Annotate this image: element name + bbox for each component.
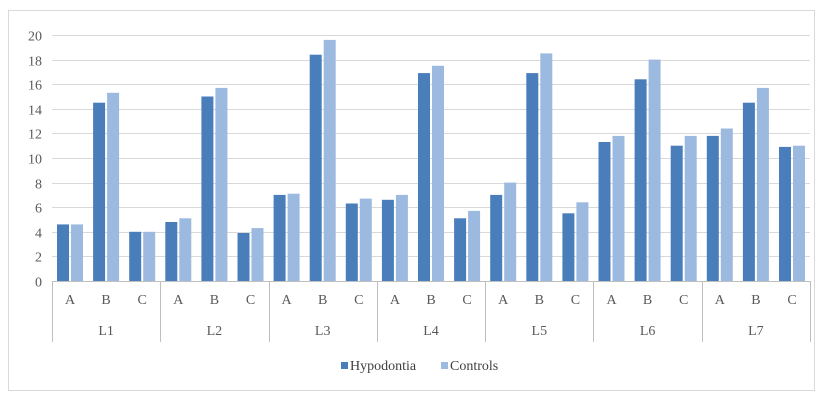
bar-hypodontia-9 (381, 199, 394, 281)
bar-controls-16 (648, 59, 661, 281)
legend-label-controls: Controls (450, 359, 498, 374)
sub-category-label: B (751, 293, 760, 308)
y-tick-label: 10 (28, 153, 42, 168)
sub-category-label: B (101, 293, 110, 308)
bar-controls-6 (287, 193, 300, 281)
y-tick-label: 16 (28, 79, 42, 94)
y-tick-label: 18 (28, 55, 42, 70)
y-tick-label: 20 (28, 30, 42, 45)
bar-controls-17 (684, 135, 697, 281)
bar-hypodontia-12 (490, 194, 503, 281)
bar-controls-5 (251, 228, 264, 281)
bar-controls-9 (395, 194, 408, 281)
bar-hypodontia-15 (598, 142, 611, 281)
bar-hypodontia-0 (57, 224, 69, 281)
sub-category-label: A (173, 293, 184, 308)
bar-hypodontia-14 (562, 213, 575, 281)
bar-controls-0 (71, 224, 83, 281)
bar-hypodontia-4 (201, 96, 214, 281)
bar-hypodontia-7 (309, 54, 322, 282)
bar-controls-20 (793, 145, 805, 281)
y-tick-label: 0 (35, 276, 42, 291)
group-label: L5 (532, 324, 548, 339)
sub-category-label: B (426, 293, 435, 308)
bar-hypodontia-16 (634, 79, 647, 281)
bar-controls-4 (215, 87, 228, 282)
bar-hypodontia-6 (273, 194, 286, 281)
sub-category-label: C (462, 293, 471, 308)
bar-hypodontia-19 (742, 102, 755, 281)
sub-category-label: C (679, 293, 688, 308)
bar-hypodontia-8 (345, 203, 358, 281)
sub-category-label: A (282, 293, 293, 308)
bar-hypodontia-5 (237, 233, 250, 281)
bar-controls-3 (179, 218, 192, 281)
sub-category-label: C (138, 293, 147, 308)
sub-category-label: C (571, 293, 580, 308)
bar-hypodontia-11 (454, 218, 467, 281)
bar-controls-11 (468, 210, 481, 281)
bar-hypodontia-18 (706, 135, 719, 281)
bar-hypodontia-10 (418, 73, 430, 281)
legend: Hypodontia Controls (341, 359, 498, 374)
bar-controls-19 (756, 87, 769, 282)
bars (57, 39, 805, 282)
group-label: L2 (207, 324, 223, 339)
legend-label-hypodontia: Hypodontia (350, 359, 417, 374)
sub-category-label: A (65, 293, 76, 308)
group-label: L7 (748, 324, 764, 339)
sub-category-label: C (246, 293, 255, 308)
sub-category-label: A (606, 293, 617, 308)
bar-controls-13 (540, 53, 553, 282)
bar-controls-1 (107, 92, 120, 281)
bar-hypodontia-13 (526, 73, 539, 281)
y-tick-label: 12 (28, 128, 42, 143)
bar-hypodontia-3 (165, 222, 178, 281)
sub-category-label: A (390, 293, 401, 308)
y-tick-label: 4 (35, 227, 42, 242)
bar-controls-12 (504, 182, 517, 281)
chart-frame (8, 10, 815, 391)
group-label: L6 (640, 324, 656, 339)
bar-controls-15 (612, 135, 625, 281)
gridlines (52, 35, 810, 257)
bar-controls-10 (432, 65, 444, 282)
y-tick-label: 8 (35, 178, 42, 193)
sub-category-label: A (498, 293, 509, 308)
y-tick-label: 2 (35, 251, 42, 266)
legend-swatch-hypodontia (341, 362, 348, 369)
sub-category-label: C (787, 293, 796, 308)
bar-hypodontia-20 (779, 146, 791, 281)
sub-category-label: B (643, 293, 652, 308)
bar-controls-14 (576, 202, 589, 281)
group-label: L1 (98, 324, 114, 339)
bar-controls-7 (323, 39, 336, 282)
sub-category-label: B (535, 293, 544, 308)
bar-controls-18 (720, 128, 733, 281)
bar-hypodontia-1 (93, 102, 106, 281)
bar-controls-8 (359, 198, 372, 281)
x-axis: A B C A B C A B C A B C A B C A B C A B C L1 L2 L3 L4 L5 L6 L7 (52, 281, 811, 342)
y-tick-label: 6 (35, 202, 42, 217)
bar-hypodontia-17 (670, 145, 683, 281)
y-axis: 0 2 4 6 8 10 12 14 16 18 20 (28, 30, 42, 291)
group-label: L4 (423, 324, 439, 339)
sub-category-label: B (210, 293, 219, 308)
y-tick-label: 14 (28, 104, 42, 119)
legend-swatch-controls (441, 362, 448, 369)
sub-category-label: A (715, 293, 726, 308)
group-label: L3 (315, 324, 331, 339)
sub-category-label: B (318, 293, 327, 308)
bar-hypodontia-2 (129, 231, 142, 281)
sub-category-label: C (354, 293, 363, 308)
bar-controls-2 (143, 231, 156, 281)
